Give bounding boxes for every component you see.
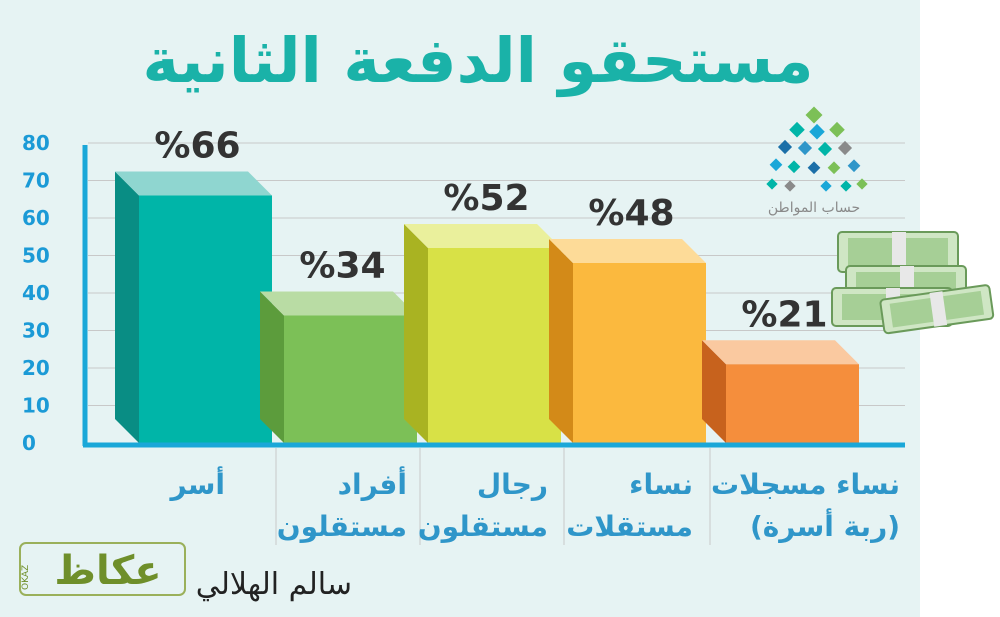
y-tick-label: 80 <box>22 131 50 155</box>
bar <box>404 224 561 443</box>
bar <box>549 239 706 443</box>
okaz-logo: عكاظ OKAZ <box>19 542 186 596</box>
bar-front <box>573 263 706 443</box>
y-tick-label: 60 <box>22 206 50 230</box>
y-tick-label: 30 <box>22 319 50 343</box>
bar-front <box>726 364 859 443</box>
bar-front <box>428 248 561 443</box>
category-labels: أسر أفراد مستقلون رجال مستقلون نساء مستقلات نسا… <box>168 466 900 543</box>
category-label: أسر <box>168 466 225 501</box>
bar-front <box>284 315 417 443</box>
value-label: %52 <box>443 178 529 219</box>
logo-caption: حساب المواطن <box>768 200 860 216</box>
value-label: %48 <box>588 193 674 234</box>
category-label: مستقلون <box>277 510 407 543</box>
y-tick-label: 70 <box>22 169 50 193</box>
bar <box>115 171 272 443</box>
chart-title: مستحقو الدفعة الثانية <box>143 24 814 97</box>
credit: سالم الهلالي عكاظ OKAZ <box>19 542 352 602</box>
bar-top <box>702 340 859 365</box>
value-label: %21 <box>741 294 827 335</box>
logo-mark-icon <box>766 106 868 192</box>
okaz-brand-latin: OKAZ <box>21 565 31 590</box>
bar-front <box>139 195 272 443</box>
bar-side <box>115 171 139 443</box>
bar-side <box>260 291 284 443</box>
bar <box>702 340 859 443</box>
axes <box>82 145 905 448</box>
y-tick-label: 10 <box>22 394 50 418</box>
bar-side <box>702 340 726 443</box>
y-axis-ticks: 0 10 20 30 40 50 60 70 80 <box>22 131 50 455</box>
money-stack-icon <box>831 231 995 335</box>
category-label: رجال <box>477 468 548 501</box>
okaz-brand: عكاظ <box>54 548 161 594</box>
bar-top <box>404 224 561 248</box>
y-tick-label: 0 <box>22 431 36 455</box>
author-name: سالم الهلالي <box>196 567 352 602</box>
citizen-account-logo: حساب المواطن <box>766 106 868 216</box>
value-label: %34 <box>299 246 385 287</box>
y-tick-label: 40 <box>22 281 50 305</box>
bar-top <box>260 291 417 316</box>
category-separators <box>275 448 711 545</box>
category-label: (ربة أسرة) <box>750 508 900 543</box>
category-label: نساء مسجلات <box>711 468 900 501</box>
category-label: مستقلات <box>566 510 693 543</box>
y-tick-label: 20 <box>22 356 50 380</box>
y-tick-label: 50 <box>22 244 50 268</box>
bar-side <box>549 239 573 443</box>
value-label: %66 <box>154 126 240 167</box>
bar-side <box>404 224 428 443</box>
bar <box>260 291 417 443</box>
value-labels: %66 %34 %52 %48 %21 <box>154 126 827 336</box>
bar-top <box>549 239 706 263</box>
bars <box>115 171 859 443</box>
bar-top <box>115 171 272 196</box>
category-label: أفراد <box>338 466 407 501</box>
category-label: نساء <box>629 468 693 501</box>
category-label: مستقلون <box>418 510 548 543</box>
